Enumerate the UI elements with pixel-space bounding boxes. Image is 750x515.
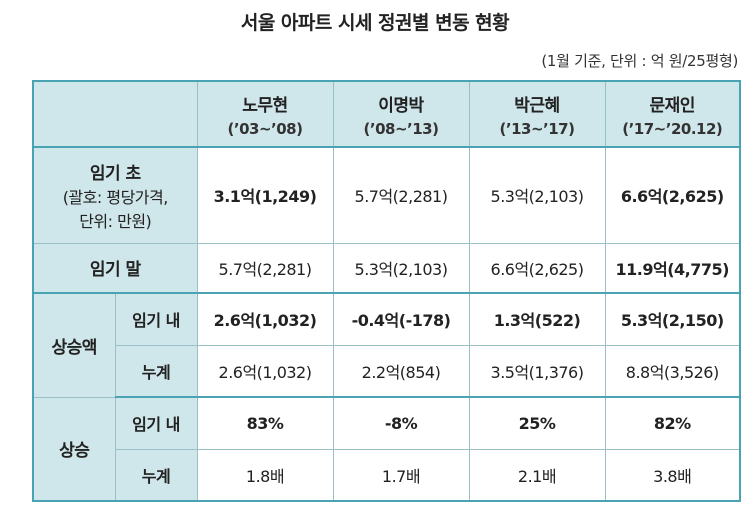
table-cell: 2.1배: [468, 448, 606, 502]
table-cell: 3.1억(1,249): [196, 146, 334, 244]
row-header-end: 임기 말: [32, 242, 198, 294]
table-cell: 5.3억(2,150): [604, 292, 741, 346]
table-cell: 5.7억(2,281): [196, 242, 334, 294]
table-cell: 5.3억(2,103): [468, 146, 606, 244]
column-name: 노무현: [242, 95, 288, 116]
table-cell: 1.3억(522): [468, 292, 606, 346]
table-cell: 6.6억(2,625): [468, 242, 606, 294]
column-period: (’03~’08): [227, 119, 303, 138]
table-cell: -0.4억(-178): [332, 292, 470, 346]
row-header-start: 임기 초 (괄호: 평당가격, 단위: 만원): [32, 146, 198, 244]
column-period: (’13~’17): [499, 119, 575, 138]
table-cell: 2.2억(854): [332, 344, 470, 398]
header-row: 노무현 (’03~’08) 이명박 (’08~’13) 박근혜 (’13~’17…: [32, 80, 741, 148]
column-name: 문재인: [649, 95, 696, 116]
amount-within-row: 상승액 임기 내 2.6억(1,032) -0.4억(-178) 1.3억(52…: [32, 292, 741, 398]
column-header: 문재인 (’17~’20.12): [604, 80, 741, 148]
unit-note: (1월 기준, 단위 : 억 원/25평형): [541, 52, 738, 70]
column-header: 박근혜 (’13~’17): [468, 80, 606, 148]
column-header: 이명박 (’08~’13): [332, 80, 470, 148]
subrow-header: 임기 내: [114, 396, 198, 450]
price-change-table: 노무현 (’03~’08) 이명박 (’08~’13) 박근혜 (’13~’17…: [32, 80, 741, 502]
subrow-header: 임기 내: [114, 292, 198, 346]
table-cell: 3.8배: [604, 448, 741, 502]
row-sublabel: (괄호: 평당가격,: [62, 187, 169, 207]
table-cell: 11.9억(4,775): [604, 242, 741, 294]
table-cell: 83%: [196, 396, 334, 450]
start-row: 임기 초 (괄호: 평당가격, 단위: 만원) 3.1억(1,249) 5.7억…: [32, 146, 741, 244]
row-header-amount: 상승액: [32, 292, 116, 398]
subrow-header: 누계: [114, 344, 198, 398]
column-period: (’08~’13): [363, 119, 439, 138]
chart-title: 서울 아파트 시세 정권별 변동 현황: [240, 12, 510, 34]
column-name: 이명박: [378, 95, 424, 116]
row-header-rate: 상승: [32, 396, 116, 502]
table-cell: 8.8억(3,526): [604, 344, 741, 398]
row-sublabel: 단위: 만원): [79, 211, 152, 231]
rate-cumulative-row: 누계 1.8배 1.7배 2.1배 3.8배: [33, 448, 741, 502]
column-period: (’17~’20.12): [622, 119, 723, 138]
column-header: 노무현 (’03~’08): [196, 80, 334, 148]
column-name: 박근혜: [514, 95, 560, 116]
table-cell: 2.6억(1,032): [196, 344, 334, 398]
table-cell: 1.7배: [332, 448, 470, 502]
table-cell: 6.6억(2,625): [604, 146, 741, 244]
table-cell: 25%: [468, 396, 606, 450]
subrow-header: 누계: [114, 448, 198, 502]
table-cell: 82%: [604, 396, 741, 450]
rate-within-row: 상승 임기 내 83% -8% 25% 82%: [32, 396, 741, 502]
amount-cumulative-row: 누계 2.6억(1,032) 2.2억(854) 3.5억(1,376) 8.8…: [33, 344, 741, 398]
table-cell: 2.6억(1,032): [196, 292, 334, 346]
end-row: 임기 말 5.7억(2,281) 5.3억(2,103) 6.6억(2,625)…: [32, 242, 741, 294]
header-corner: [32, 80, 198, 148]
table-cell: 1.8배: [196, 448, 334, 502]
row-label: 임기 초: [89, 163, 141, 184]
table-cell: 5.3억(2,103): [332, 242, 470, 294]
table-cell: 3.5억(1,376): [468, 344, 606, 398]
table-cell: -8%: [332, 396, 470, 450]
table-cell: 5.7억(2,281): [332, 146, 470, 244]
